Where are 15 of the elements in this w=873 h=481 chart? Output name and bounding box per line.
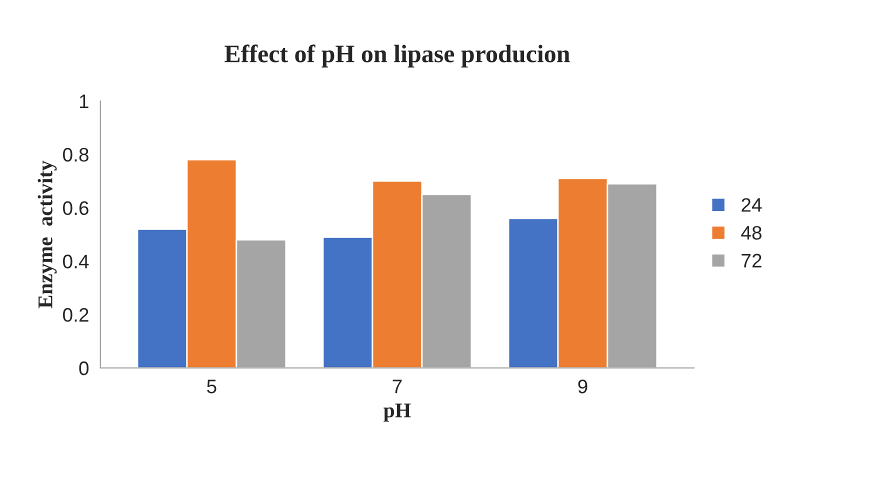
chart-title: Effect of pH on lipase producion: [224, 44, 570, 68]
y-tick-label: 0.8: [63, 148, 88, 162]
x-tick-label: 9: [578, 380, 588, 394]
legend-label: 24: [742, 198, 762, 212]
y-tick-label: 0.4: [63, 254, 89, 268]
x-tick-label: 7: [392, 380, 402, 394]
legend-label: 48: [741, 226, 762, 240]
y-tick-label: 0.6: [63, 201, 88, 216]
y-axis-title: Enzyme activity: [38, 160, 57, 308]
x-tick-label: 5: [207, 380, 216, 394]
x-axis-title: pH: [384, 404, 411, 422]
y-tick-label: 0.2: [63, 308, 88, 322]
legend-label: 72: [742, 254, 762, 268]
y-tick-label: 1: [80, 94, 88, 108]
y-tick-label: 0: [79, 361, 89, 376]
